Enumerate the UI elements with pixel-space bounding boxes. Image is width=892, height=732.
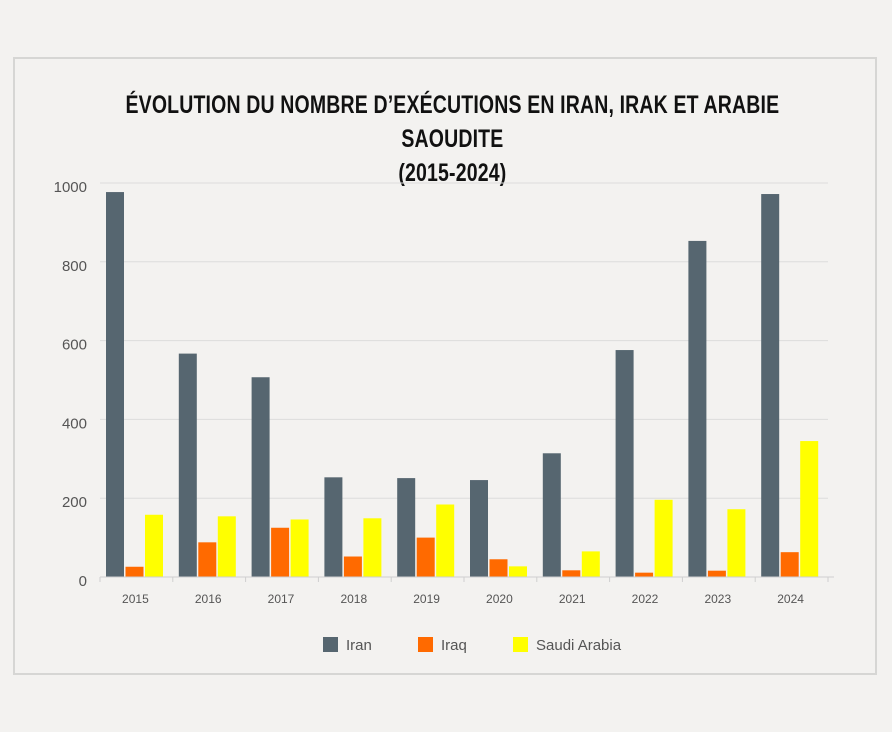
bar-iraq-2016: [198, 542, 217, 577]
y-tick-label: 0: [79, 573, 87, 590]
y-axis-ticks: 0 200 400 600 800 1000: [54, 179, 87, 590]
bar-iran-2020: [470, 480, 488, 577]
chart-title-line2: (2015-2024): [398, 159, 507, 187]
bar-saudi-arabia-2017: [290, 519, 309, 577]
bar-iraq-2024: [780, 552, 799, 577]
x-tick-label: 2015: [122, 592, 149, 606]
legend-swatch-iraq: [418, 637, 433, 652]
bar-iraq-2017: [271, 527, 290, 577]
x-tick-label: 2021: [559, 592, 586, 606]
x-tick-label: 2023: [704, 592, 731, 606]
bar-saudi-arabia-2016: [217, 516, 236, 577]
x-tick-label: 2016: [195, 592, 222, 606]
x-tick-label: 2017: [268, 592, 295, 606]
bar-iraq-2023: [707, 570, 726, 577]
legend-label: Iran: [346, 637, 372, 654]
bar-iraq-2018: [343, 556, 362, 577]
x-tick-label: 2022: [632, 592, 659, 606]
bar-iran-2018: [324, 477, 343, 577]
bar-saudi-arabia-2022: [654, 499, 673, 577]
x-tick-label: 2020: [486, 592, 513, 606]
bar-iraq-2021: [562, 570, 581, 577]
legend-swatch-saudi-arabia: [513, 637, 528, 652]
bar-saudi-arabia-2018: [363, 518, 382, 577]
bar-saudi-arabia-2020: [509, 566, 527, 577]
y-tick-label: 400: [62, 415, 87, 432]
legend: Iran Iraq Saudi Arabia: [323, 637, 622, 654]
bar-saudi-arabia-2021: [581, 551, 600, 577]
legend-label: Iraq: [441, 637, 467, 654]
bar-saudi-arabia-2023: [727, 509, 746, 577]
bar-iran-2017: [251, 377, 270, 577]
bar-iran-2019: [397, 478, 416, 577]
bar-iraq-2019: [416, 537, 435, 577]
bar-saudi-arabia-2015: [145, 514, 163, 577]
gridlines: [100, 182, 828, 499]
y-tick-label: 1000: [54, 179, 87, 196]
bar-iran-2015: [106, 192, 124, 577]
legend-swatch-iran: [323, 637, 338, 652]
chart-title-line1: ÉVOLUTION DU NOMBRE D’EXÉCUTIONS EN IRAN…: [125, 91, 780, 153]
bar-iran-2021: [542, 453, 561, 577]
y-tick-label: 200: [62, 494, 87, 511]
bar-iran-2023: [688, 240, 707, 577]
bar-saudi-arabia-2019: [436, 504, 455, 577]
x-tick-label: 2018: [340, 592, 367, 606]
x-tick-label: 2019: [413, 592, 440, 606]
chart-title: ÉVOLUTION DU NOMBRE D’EXÉCUTIONS EN IRAN…: [120, 88, 785, 190]
y-tick-label: 800: [62, 258, 87, 275]
bar-iran-2016: [178, 353, 197, 577]
x-tick-label: 2024: [777, 592, 804, 606]
bar-iran-2022: [615, 350, 634, 577]
bar-iran-2024: [761, 194, 780, 578]
x-axis: 2015 2016 2017 2018 2019 2020 2021 2022 2023 2024: [99, 576, 834, 606]
bar-saudi-arabia-2024: [800, 441, 819, 577]
bar-iraq-2022: [635, 572, 654, 577]
bar-iraq-2020: [489, 559, 508, 577]
bar-iraq-2015: [125, 566, 144, 577]
legend-label: Saudi Arabia: [536, 637, 622, 654]
bars: [106, 192, 819, 578]
y-tick-label: 600: [62, 337, 87, 354]
